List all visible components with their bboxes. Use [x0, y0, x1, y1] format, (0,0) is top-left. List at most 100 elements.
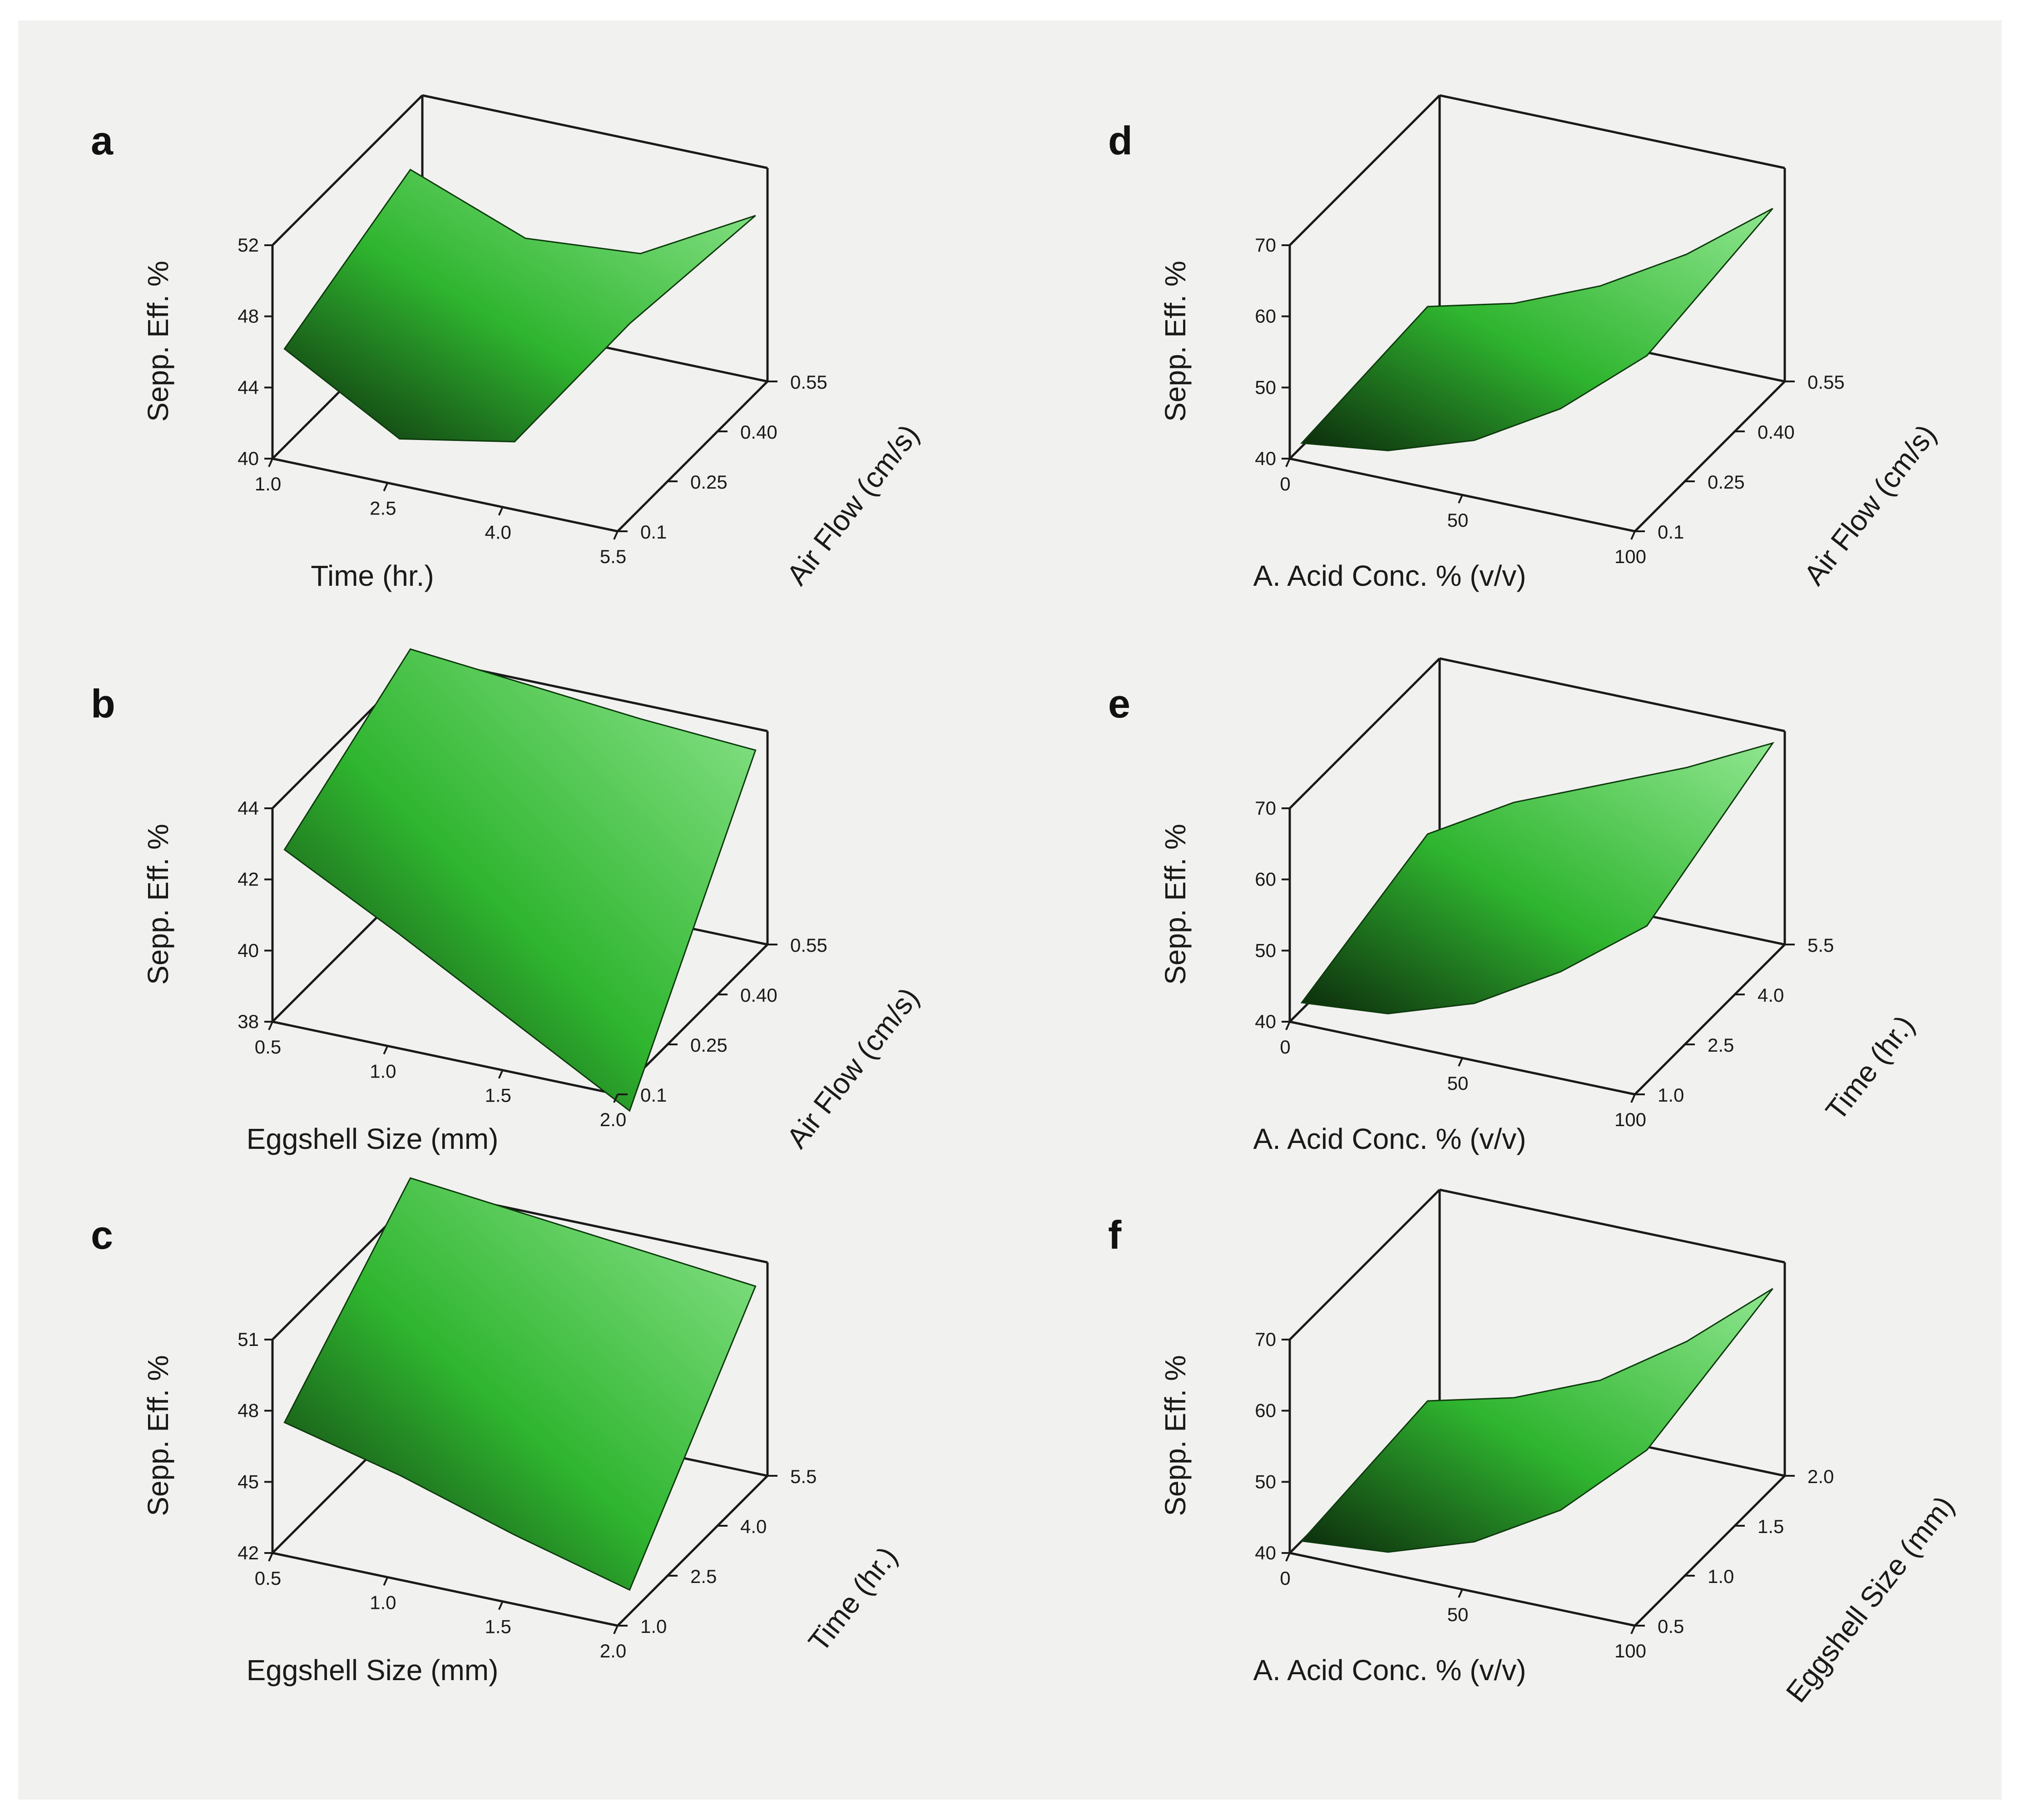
- response-surface: [1300, 742, 1775, 1014]
- z-tick-label: 50: [1255, 940, 1276, 961]
- x-tick-label: 4.0: [485, 522, 511, 543]
- x-tick-label: 100: [1614, 1109, 1646, 1130]
- y-tick-label: 1.0: [1708, 1566, 1734, 1587]
- y-tick-label: 4.0: [1758, 984, 1784, 1006]
- panel-a: 40 44 48 52 1.0 2.5 4.0 5.5 0.1 0.25 0.40 0.55 a Sepp…: [91, 94, 925, 592]
- z-tick-labels: 42 45 48 51: [238, 1329, 272, 1563]
- x-tick-label: 1.0: [255, 473, 281, 495]
- y-tick-label: 0.40: [740, 984, 777, 1006]
- z-tick-label: 44: [238, 376, 259, 398]
- z-axis-title: Sepp. Eff. %: [142, 824, 174, 985]
- z-tick-label: 50: [1255, 1471, 1276, 1492]
- x-tick-label: 50: [1447, 1073, 1469, 1094]
- y-tick-label: 0.25: [1708, 471, 1745, 493]
- y-axis-title: Air Flow (cm/s): [780, 418, 925, 591]
- y-tick-label: 0.5: [1658, 1616, 1684, 1637]
- z-tick-labels: 40 44 48 52: [238, 234, 272, 469]
- panel-label: d: [1108, 118, 1133, 163]
- x-tick-label: 1.5: [485, 1085, 511, 1106]
- x-tick-label: 1.0: [370, 1060, 396, 1082]
- y-tick-label: 2.5: [1708, 1034, 1734, 1056]
- z-axis-title: Sepp. Eff. %: [1159, 824, 1192, 985]
- y-tick-label: 0.1: [640, 1084, 667, 1106]
- y-tick-label: 2.0: [1807, 1466, 1834, 1487]
- z-tick-label: 48: [238, 306, 259, 327]
- panel-label: e: [1108, 681, 1130, 726]
- x-tick-label: 1.5: [485, 1616, 511, 1637]
- z-tick-label: 60: [1255, 869, 1276, 890]
- panel-e: 40 50 60 70 0 50 100 1.0 2.5 4.0 5.5 e Sepp. Eff. % A…: [1108, 657, 1921, 1155]
- y-tick-label: 2.5: [690, 1566, 717, 1587]
- z-tick-labels: 40 50 60 70: [1255, 234, 1290, 469]
- x-tick-label: 100: [1614, 1640, 1646, 1662]
- z-axis-title: Sepp. Eff. %: [1159, 261, 1192, 422]
- z-tick-label: 42: [238, 1542, 259, 1563]
- y-tick-labels: 0.1 0.25 0.40 0.55: [618, 371, 827, 543]
- x-tick-label: 100: [1614, 546, 1646, 567]
- x-axis-title: A. Acid Conc. % (v/v): [1253, 559, 1526, 592]
- x-axis-title: Eggshell Size (mm): [247, 1123, 499, 1155]
- z-tick-label: 40: [1255, 448, 1276, 469]
- x-tick-label: 0.5: [255, 1036, 281, 1058]
- y-tick-label: 4.0: [740, 1516, 767, 1537]
- y-axis-title: Eggshell Size (mm): [1780, 1490, 1961, 1709]
- y-tick-labels: 1.0 2.5 4.0 5.5: [618, 1466, 817, 1637]
- x-tick-label: 1.0: [370, 1592, 396, 1613]
- y-axis-title: Time (hr.): [1819, 1009, 1921, 1126]
- panel-label: f: [1108, 1212, 1122, 1257]
- response-surface: [283, 168, 756, 443]
- z-tick-label: 44: [238, 797, 259, 819]
- z-tick-label: 70: [1255, 797, 1276, 819]
- z-tick-label: 60: [1255, 306, 1276, 327]
- panel-d: 40 50 60 70 0 50 100 0.1 0.25 0.40 0.55 d Sepp. Eff.…: [1108, 94, 1942, 592]
- x-tick-label: 0.5: [255, 1568, 281, 1589]
- x-tick-label: 0: [1280, 473, 1290, 495]
- x-axis-title: Eggshell Size (mm): [247, 1654, 499, 1686]
- z-tick-label: 40: [1255, 1011, 1276, 1032]
- y-tick-label: 0.1: [640, 521, 667, 543]
- x-tick-labels: 0.5 1.0 1.5 2.0: [255, 1021, 626, 1130]
- x-tick-labels: 0 50 100: [1280, 1553, 1646, 1662]
- y-axis-title: Air Flow (cm/s): [780, 981, 925, 1154]
- y-tick-label: 1.5: [1758, 1516, 1784, 1537]
- response-surface: [1300, 208, 1773, 451]
- response-surface: [283, 1177, 757, 1591]
- panel-f: 40 50 60 70 0 50 100 0.5 1.0 1.5 2.0 f Sepp. Eff. % A…: [1108, 1188, 1961, 1709]
- z-axis-title: Sepp. Eff. %: [142, 1355, 174, 1516]
- y-tick-label: 0.25: [690, 471, 728, 493]
- z-axis-title: Sepp. Eff. %: [1159, 1355, 1192, 1516]
- panel-label: b: [91, 681, 115, 726]
- x-tick-label: 0: [1280, 1568, 1290, 1589]
- z-tick-label: 60: [1255, 1400, 1276, 1421]
- x-tick-labels: 0 50 100: [1280, 1021, 1646, 1130]
- x-tick-labels: 0 50 100: [1280, 458, 1646, 567]
- z-tick-label: 70: [1255, 234, 1276, 256]
- z-tick-label: 45: [238, 1471, 259, 1492]
- y-tick-label: 5.5: [1807, 935, 1834, 956]
- z-tick-labels: 40 50 60 70: [1255, 797, 1290, 1032]
- x-tick-label: 2.0: [600, 1109, 626, 1130]
- z-tick-label: 42: [238, 869, 259, 890]
- x-tick-label: 2.5: [370, 497, 396, 519]
- z-tick-label: 40: [1255, 1542, 1276, 1563]
- y-tick-labels: 0.1 0.25 0.40 0.55: [618, 935, 827, 1106]
- y-tick-label: 0.25: [690, 1034, 728, 1056]
- x-tick-label: 50: [1447, 509, 1469, 531]
- x-axis-title: Time (hr.): [311, 559, 434, 592]
- panel-b: 38 40 42 44 0.5 1.0 1.5 2.0 0.1 0.25 0.40 0.55 b Sepp…: [91, 648, 925, 1155]
- x-tick-label: 2.0: [600, 1640, 626, 1662]
- x-tick-label: 50: [1447, 1604, 1469, 1625]
- x-tick-labels: 0.5 1.0 1.5 2.0: [255, 1553, 626, 1662]
- y-tick-label: 0.55: [790, 935, 827, 956]
- x-axis-title: A. Acid Conc. % (v/v): [1253, 1654, 1526, 1686]
- y-axis-title: Time (hr.): [802, 1540, 904, 1657]
- y-tick-labels: 0.5 1.0 1.5 2.0: [1635, 1466, 1834, 1637]
- y-tick-label: 5.5: [790, 1466, 817, 1487]
- panel-label: c: [91, 1212, 113, 1257]
- z-tick-label: 70: [1255, 1329, 1276, 1350]
- z-tick-labels: 40 50 60 70: [1255, 1329, 1290, 1563]
- y-tick-label: 0.1: [1658, 521, 1684, 543]
- x-tick-labels: 1.0 2.5 4.0 5.5: [255, 458, 626, 567]
- z-tick-label: 40: [238, 940, 259, 961]
